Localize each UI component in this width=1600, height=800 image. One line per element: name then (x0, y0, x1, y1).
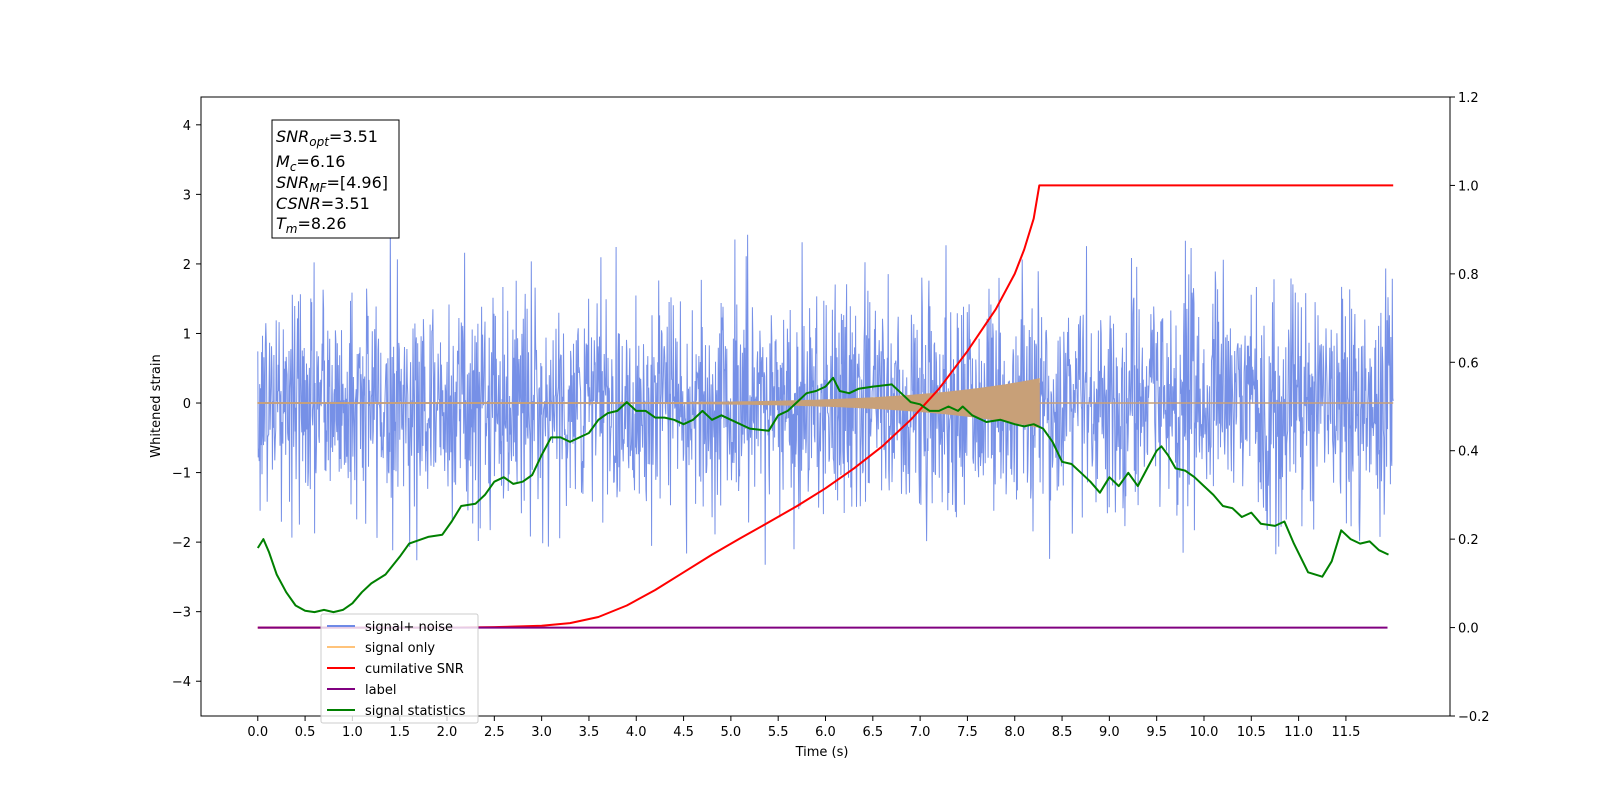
stat-tm: Tm=8.26 (276, 214, 347, 236)
x-tick-label: 8.0 (1004, 725, 1025, 740)
stat-mc: Mc=6.16 (276, 152, 345, 174)
x-tick-label: 7.0 (910, 725, 931, 740)
legend-label-signal-statistics: signal statistics (365, 704, 466, 719)
x-axis-label: Time (s) (795, 745, 849, 760)
x-tick-label: 7.5 (957, 725, 978, 740)
y-right-tick-label: 0.8 (1458, 268, 1479, 283)
legend: signal+ noise signal only cumilative SNR… (320, 613, 479, 724)
cumulative-snr-line (257, 184, 1394, 629)
x-tick-label: 1.0 (342, 725, 363, 740)
x-tick-label: 4.5 (673, 725, 694, 740)
x-tick-label: 10.5 (1237, 725, 1266, 740)
signal-noise-line (257, 223, 1394, 565)
y-right-tick-label: −0.2 (1458, 710, 1490, 725)
signal-noise-series (257, 223, 1394, 565)
y-left-tick-label: 3 (183, 188, 191, 203)
y-left-tick-label: −1 (172, 467, 191, 482)
x-tick-label: 5.5 (768, 725, 789, 740)
x-tick-label: 11.5 (1331, 725, 1360, 740)
stat-snr-opt: SNRopt=3.51 (276, 127, 378, 149)
x-tick-label: 0.0 (247, 725, 268, 740)
x-tick-label: 0.5 (295, 725, 316, 740)
y-left-tick-label: −2 (172, 536, 191, 551)
legend-frame (320, 613, 479, 724)
x-tick-label: 3.0 (531, 725, 552, 740)
x-tick-label: 2.5 (484, 725, 505, 740)
stat-csnr: CSNR=3.51 (276, 194, 370, 213)
y-right-tick-label: 1.0 (1458, 179, 1479, 194)
x-tick-label: 4.0 (626, 725, 647, 740)
signal-statistics-line (256, 376, 1389, 614)
x-tick-label: 1.5 (389, 725, 410, 740)
x-tick-label: 6.0 (815, 725, 836, 740)
stats-box-frame (271, 119, 400, 239)
y-right-tick-label: 1.2 (1458, 91, 1479, 106)
legend-label-signal-only: signal only (365, 641, 435, 656)
legend-label-signal-noise: signal+ noise (365, 620, 453, 635)
left-y-axis: 4 3 2 1 0 −1 −2 −3 −4 (172, 119, 201, 690)
x-tick-label: 5.0 (721, 725, 742, 740)
y-axis-label: Whitened strain (149, 354, 164, 457)
y-right-tick-label: 0.0 (1458, 622, 1479, 637)
y-right-tick-label: 0.2 (1458, 533, 1479, 548)
x-tick-label: 6.5 (862, 725, 883, 740)
stat-snr-mf: SNRMF=[4.96] (276, 173, 388, 195)
x-axis: 0.0 0.5 1.0 1.5 2.0 2.5 3.0 3.5 4.0 4.5 5.0 5.5 6.0 6… (247, 716, 1360, 740)
y-left-tick-label: −3 (172, 606, 191, 621)
x-tick-label: 9.5 (1146, 725, 1167, 740)
stats-box: SNRopt=3.51 Mc=6.16 SNRMF=[4.96] CSNR=3.… (271, 119, 400, 239)
legend-label-cumulative-snr: cumilative SNR (365, 662, 464, 677)
x-tick-label: 2.0 (437, 725, 458, 740)
x-tick-label: 9.0 (1099, 725, 1120, 740)
y-right-tick-label: 0.6 (1458, 356, 1479, 371)
x-tick-label: 11.0 (1284, 725, 1313, 740)
x-tick-label: 8.5 (1052, 725, 1073, 740)
y-right-tick-label: 0.4 (1458, 445, 1479, 460)
y-left-tick-label: 4 (183, 119, 191, 134)
plot-area (256, 184, 1394, 629)
y-left-tick-label: 2 (183, 258, 191, 273)
x-tick-label: 10.0 (1190, 725, 1219, 740)
y-left-tick-label: 0 (183, 397, 191, 412)
y-left-tick-label: −4 (172, 675, 191, 690)
y-left-tick-label: 1 (183, 327, 191, 342)
x-tick-label: 3.5 (579, 725, 600, 740)
right-y-axis: 1.2 1.0 0.8 0.6 0.4 0.2 0.0 −0.2 (1450, 91, 1490, 725)
legend-label-label: label (365, 683, 396, 698)
